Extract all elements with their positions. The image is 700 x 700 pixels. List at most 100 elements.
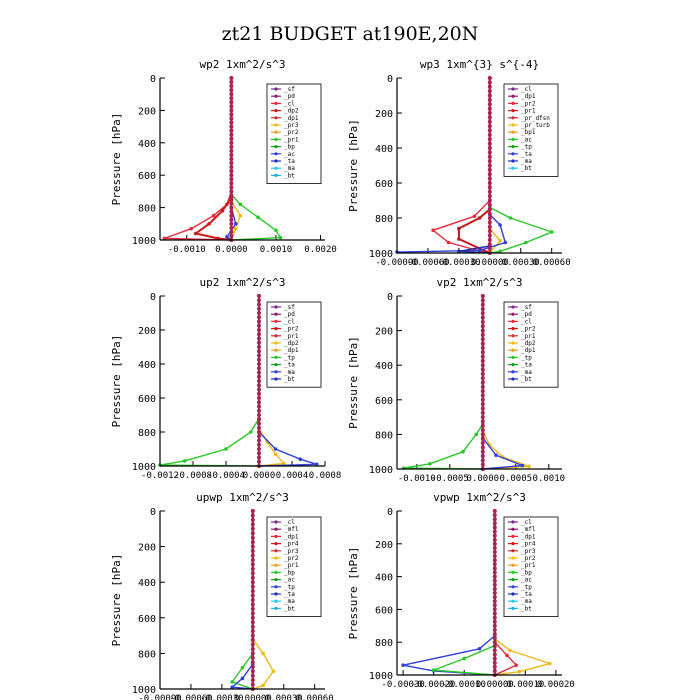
series-point	[250, 615, 255, 620]
series-point	[248, 430, 253, 434]
series-point	[229, 120, 234, 125]
series-point	[492, 595, 497, 600]
series-point	[480, 406, 485, 411]
series-point	[257, 345, 261, 349]
series-point	[250, 642, 255, 647]
series-point	[250, 517, 255, 522]
series-point	[189, 226, 194, 231]
legend-marker	[511, 145, 515, 149]
legend-entry: _dp2	[284, 340, 299, 347]
legend-marker	[274, 145, 278, 149]
y-tick-label: 400	[375, 573, 393, 584]
legend-entry: _ac	[521, 577, 532, 584]
legend-marker	[274, 319, 278, 323]
series-point	[480, 445, 485, 450]
x-tick-label: -0.00090	[375, 258, 418, 268]
y-tick-label: 600	[375, 396, 393, 407]
series-point	[238, 213, 243, 218]
series-point	[480, 432, 485, 437]
series-point	[250, 571, 255, 576]
series-point	[182, 459, 187, 463]
series-point	[229, 140, 234, 145]
series-point	[431, 228, 435, 233]
series-point	[229, 209, 234, 214]
series-point	[250, 535, 255, 540]
series-point	[480, 380, 485, 385]
series-point	[480, 402, 485, 407]
series-point	[229, 217, 234, 222]
series-point	[257, 447, 261, 451]
series-point	[240, 676, 245, 681]
series-point	[257, 383, 261, 388]
legend-entry: _dp1	[284, 533, 299, 540]
series-point	[257, 298, 261, 303]
legend-entry: _pr4	[284, 541, 299, 548]
series-point	[274, 228, 278, 233]
x-tick-label: 0.0004	[276, 471, 309, 481]
y-tick-label: 0	[150, 292, 156, 303]
series-point	[480, 428, 485, 433]
series-point	[480, 397, 485, 402]
series-point	[492, 611, 497, 616]
series-point	[480, 423, 485, 428]
legend-entry: _ta	[521, 362, 532, 369]
legend-marker	[274, 534, 278, 539]
legend-entry: _pr2	[521, 326, 536, 333]
series-point	[492, 525, 497, 530]
series-point	[480, 462, 485, 467]
x-tick-label: -0.00020	[412, 680, 455, 690]
legend-entry: _pr1	[284, 136, 299, 143]
series-point	[487, 115, 492, 120]
legend-marker	[511, 327, 515, 331]
series-point	[487, 128, 492, 133]
y-tick-label: 400	[138, 139, 156, 150]
legend-marker	[511, 94, 515, 98]
series-point	[250, 611, 255, 616]
series-point	[229, 116, 234, 121]
chart-panel-5: upwp 1xm^2/s^3 Pressure [hPa] 0 200 400 600 80…	[110, 491, 334, 700]
x-tick-label: 0.0008	[309, 471, 342, 481]
legend-box	[503, 83, 559, 177]
x-tick-label: 0.00000	[471, 258, 509, 268]
series-point	[492, 562, 497, 567]
series-point	[250, 651, 255, 656]
series-point	[229, 177, 234, 182]
series-point	[250, 513, 255, 518]
series-point	[446, 240, 451, 245]
series-point	[229, 165, 234, 170]
series-point	[257, 323, 261, 328]
legend-entry: _pr3	[521, 548, 536, 555]
legend-marker	[274, 348, 278, 352]
series-point	[477, 646, 482, 651]
x-tick-label: -0.0012	[141, 471, 179, 481]
series-point	[229, 96, 234, 101]
legend-marker	[274, 355, 278, 359]
series-point	[250, 584, 255, 589]
series-line-pr1	[403, 296, 484, 470]
y-tick-label: 800	[375, 430, 393, 441]
series-point	[193, 231, 198, 236]
series-point	[257, 302, 261, 307]
series-point	[492, 545, 497, 550]
series-point	[492, 619, 497, 624]
series-point	[492, 537, 497, 542]
x-tick-label: 0.0010	[533, 474, 566, 484]
x-tick-label: -0.0010	[168, 245, 206, 255]
series-point	[494, 453, 498, 457]
series-point	[229, 205, 234, 210]
series-point	[462, 656, 467, 661]
series-point	[314, 462, 319, 467]
series-point	[257, 374, 261, 379]
series-point	[250, 531, 255, 536]
x-tick-label: 0.00020	[537, 680, 575, 690]
series-point	[257, 438, 261, 443]
series-point	[257, 349, 261, 354]
series-line-tp	[230, 511, 254, 690]
legend-marker	[511, 606, 515, 611]
legend-entry: _pr3	[284, 548, 299, 555]
series-point	[207, 222, 211, 226]
legend-marker	[511, 130, 515, 134]
legend-entry: _ta	[284, 158, 295, 165]
legend-marker	[274, 123, 278, 127]
legend-marker	[511, 542, 515, 546]
